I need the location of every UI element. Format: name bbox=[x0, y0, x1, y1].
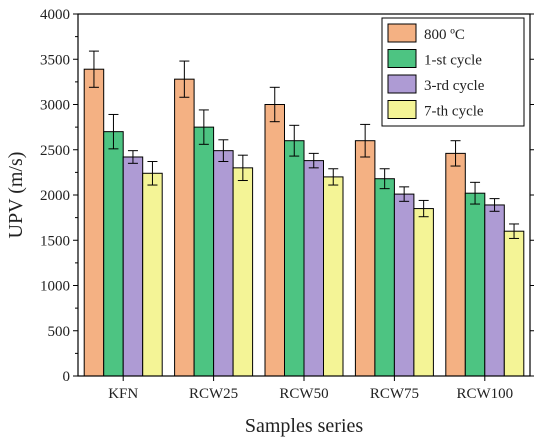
y-tick-label: 3000 bbox=[40, 98, 70, 114]
y-tick-label: 1500 bbox=[40, 233, 70, 249]
y-axis-title: UPV (m/s) bbox=[5, 152, 27, 239]
x-tick-label: RCW50 bbox=[279, 386, 328, 402]
legend-swatch bbox=[387, 23, 417, 43]
legend: 800 ºC 1-st cycle 3-rd cycle 7-th cycle bbox=[381, 17, 525, 127]
bar bbox=[374, 178, 395, 377]
bar bbox=[393, 193, 415, 377]
legend-label: 3-rd cycle bbox=[424, 78, 485, 94]
bar bbox=[413, 208, 434, 377]
bar bbox=[103, 131, 124, 377]
y-tick-label: 4000 bbox=[40, 7, 70, 23]
bar bbox=[193, 126, 215, 377]
bar bbox=[142, 172, 163, 377]
y-tick-label: 0 bbox=[63, 369, 71, 385]
bar bbox=[303, 160, 324, 377]
y-tick-label: 2500 bbox=[40, 143, 70, 159]
x-tick-label: KFN bbox=[108, 386, 138, 402]
bar bbox=[284, 140, 305, 377]
x-axis-title: Samples series bbox=[245, 415, 364, 437]
bar bbox=[503, 230, 525, 377]
legend-label: 1-st cycle bbox=[424, 53, 482, 69]
legend-label: 7-th cycle bbox=[424, 104, 484, 120]
plot-frame bbox=[77, 13, 531, 377]
x-tick-label: RCW100 bbox=[456, 386, 513, 402]
y-tick-label: 3500 bbox=[40, 52, 70, 68]
bar bbox=[83, 68, 105, 377]
bar bbox=[122, 156, 144, 377]
y-tick-label: 500 bbox=[48, 324, 71, 340]
legend-label: 800 ºC bbox=[424, 27, 465, 43]
bar bbox=[323, 176, 344, 377]
x-tick-label: RCW25 bbox=[189, 386, 238, 402]
legend-swatch bbox=[387, 49, 417, 68]
y-tick-label: 2000 bbox=[40, 188, 70, 204]
plot-area: KFN RCW25 RCW50 RCW75 RCW100 0 500 1000 1500 2000… bbox=[40, 7, 534, 402]
bar bbox=[174, 78, 195, 377]
bar bbox=[445, 152, 466, 377]
legend-swatch bbox=[387, 74, 417, 94]
legend-swatch bbox=[387, 100, 417, 119]
bar bbox=[232, 167, 254, 377]
bar bbox=[354, 140, 376, 377]
bar bbox=[264, 104, 285, 377]
y-tick-label: 1000 bbox=[40, 279, 70, 295]
bar bbox=[213, 150, 234, 377]
bar bbox=[464, 192, 486, 377]
bar bbox=[484, 204, 505, 377]
x-tick-label: RCW75 bbox=[370, 386, 419, 402]
